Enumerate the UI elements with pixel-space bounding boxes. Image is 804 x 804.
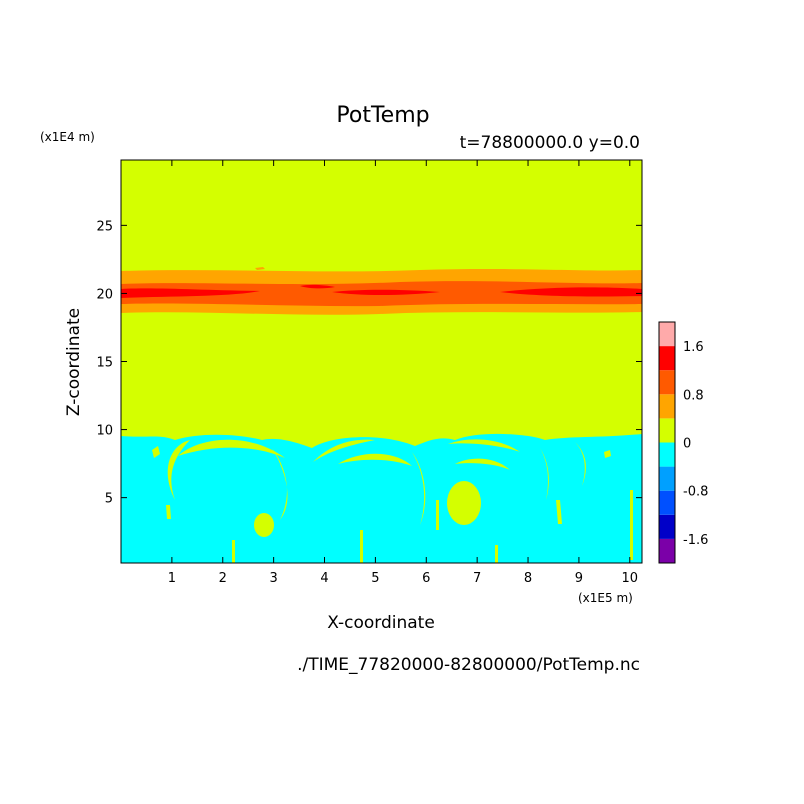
x-tick-label: 6 <box>422 571 430 586</box>
x-tick-label: 8 <box>524 571 532 586</box>
chart-subtitle: t=78800000.0 y=0.0 <box>460 133 640 153</box>
contour-band-1.2-1.6-a <box>121 288 260 298</box>
file-path-footer: ./TIME_77820000-82800000/PotTemp.nc <box>297 655 640 675</box>
colorbar-swatch <box>659 346 675 371</box>
colorbar-swatch <box>659 538 675 563</box>
x-axis: 1 2 3 4 5 6 7 8 9 10 <box>168 160 638 586</box>
colorbar-swatch <box>659 418 675 443</box>
contour-band-1.2-1.6-b <box>332 289 440 295</box>
y-tick-label: 20 <box>96 287 113 302</box>
contour-band-cool-layer <box>121 433 642 563</box>
colorbar-tick-label: 1.6 <box>683 340 704 355</box>
x-tick-label: 1 <box>168 571 176 586</box>
x-tick-label: 7 <box>473 571 481 586</box>
colorbar-swatch <box>659 490 675 515</box>
x-unit-label: (x1E5 m) <box>578 591 633 605</box>
colorbar-swatch <box>659 322 675 347</box>
x-tick-label: 9 <box>575 571 583 586</box>
x-tick-label: 4 <box>320 571 328 586</box>
plot-area <box>121 160 642 563</box>
contour-speck <box>255 267 265 270</box>
colorbar-swatch <box>659 514 675 539</box>
y-tick-label: 10 <box>96 424 113 439</box>
chart-title: PotTemp <box>336 103 429 128</box>
y-tick-label: 5 <box>105 492 113 507</box>
colorbar-tick-label: 0 <box>683 437 691 452</box>
y-tick-label: 25 <box>96 219 113 234</box>
colorbar: 1.6 0.8 0 -0.8 -1.6 <box>658 321 708 564</box>
colorbar-tick-label: -0.8 <box>683 485 708 500</box>
colorbar-swatch <box>659 370 675 395</box>
bubble-structures <box>152 439 633 563</box>
colorbar-tick-label: 0.8 <box>683 388 704 403</box>
contour-band-1.2-1.6-c <box>500 287 642 297</box>
colorbar-tick-label: -1.6 <box>683 533 708 548</box>
y-unit-label: (x1E4 m) <box>40 130 95 144</box>
x-tick-label: 2 <box>219 571 227 586</box>
x-tick-label: 3 <box>269 571 277 586</box>
contour-band-1.2-1.6-d <box>300 284 335 289</box>
y-axis-label: Z-coordinate <box>64 308 84 416</box>
colorbar-swatch <box>659 442 675 467</box>
x-tick-label: 10 <box>622 571 639 586</box>
y-axis: 5 10 15 20 25 <box>96 219 642 507</box>
colorbar-swatch <box>659 394 675 419</box>
colorbar-frame <box>658 321 676 564</box>
x-axis-label: X-coordinate <box>327 613 435 633</box>
colorbar-swatch <box>659 466 675 491</box>
x-tick-label: 5 <box>371 571 379 586</box>
y-tick-label: 15 <box>96 356 113 371</box>
